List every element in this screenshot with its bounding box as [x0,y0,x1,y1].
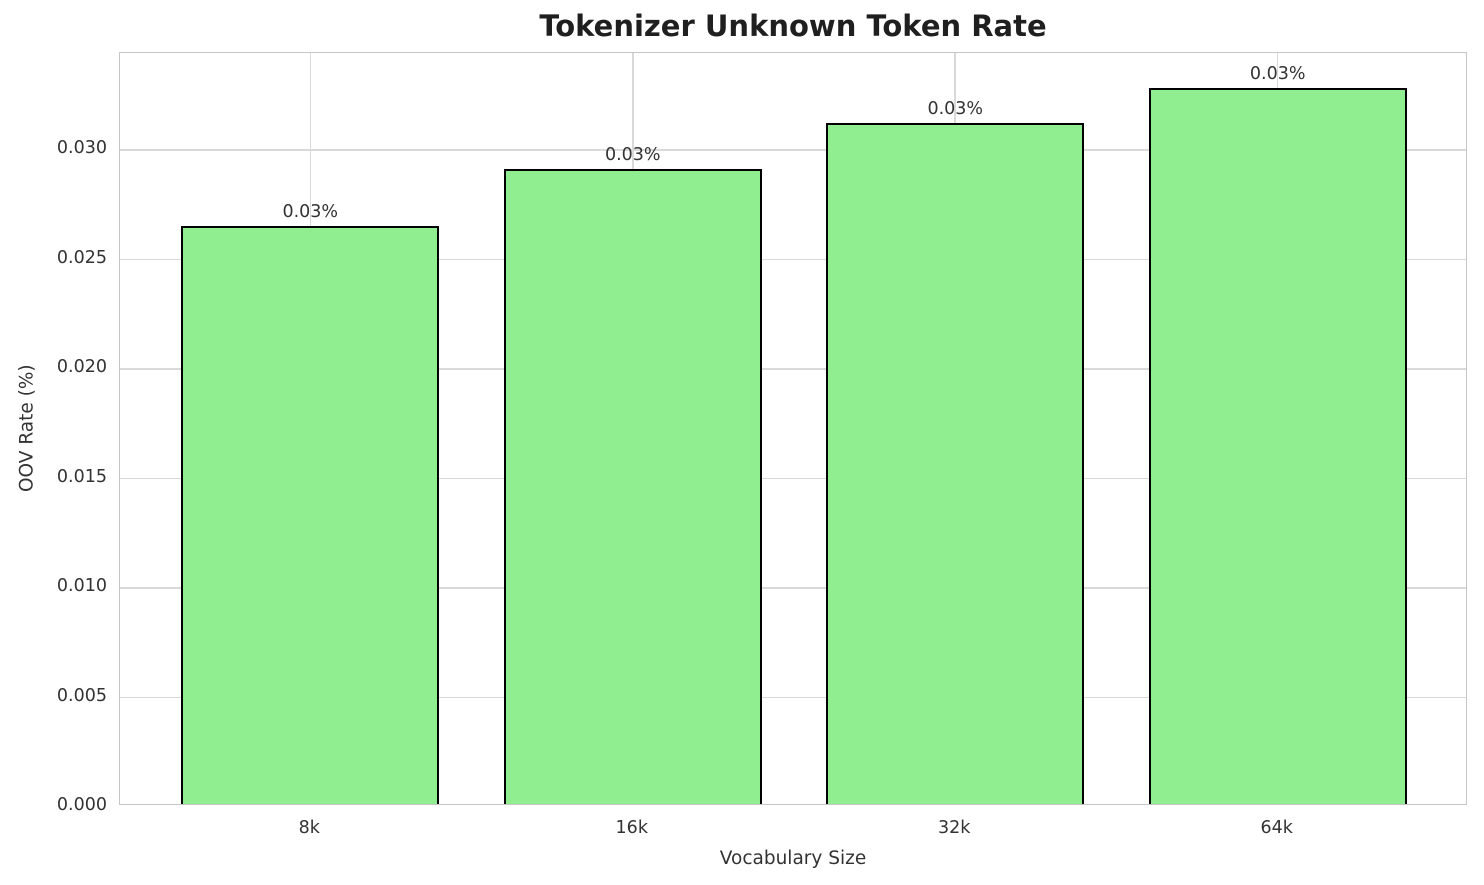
bar-value-label: 0.03% [1249,64,1306,85]
bar-value-label: 0.03% [604,145,661,166]
bar [1148,88,1407,804]
y-gridline [120,149,1466,151]
bar-value-label: 0.03% [927,99,984,120]
y-tick-label: 0.015 [56,466,107,487]
y-tick-label: 0.010 [56,576,107,597]
plot-area: 0.03% 0.03% 0.03% 0.03% [119,52,1467,805]
y-gridline [120,477,1466,480]
bar [826,123,1085,804]
x-tick-label: 16k [615,818,648,838]
y-gridline [120,696,1466,699]
y-gridline [120,587,1466,589]
bar [503,169,762,804]
bar-value-label: 0.03% [282,202,339,223]
x-tick-label: 8k [298,818,320,838]
y-tick-label: 0.025 [56,247,107,268]
x-axis-label: Vocabulary Size [719,848,867,869]
y-gridline [120,258,1466,261]
x-tick-label: 64k [1260,818,1293,838]
y-gridline [120,368,1466,370]
y-tick-label: 0.005 [56,685,107,706]
chart-title: Tokenizer Unknown Token Rate [539,9,1047,43]
y-tick-label: 0.030 [56,138,107,159]
y-tick-label: 0.000 [56,795,107,815]
x-tick-label: 32k [938,818,971,838]
y-tick-label: 0.020 [56,357,107,378]
bar [181,226,440,804]
